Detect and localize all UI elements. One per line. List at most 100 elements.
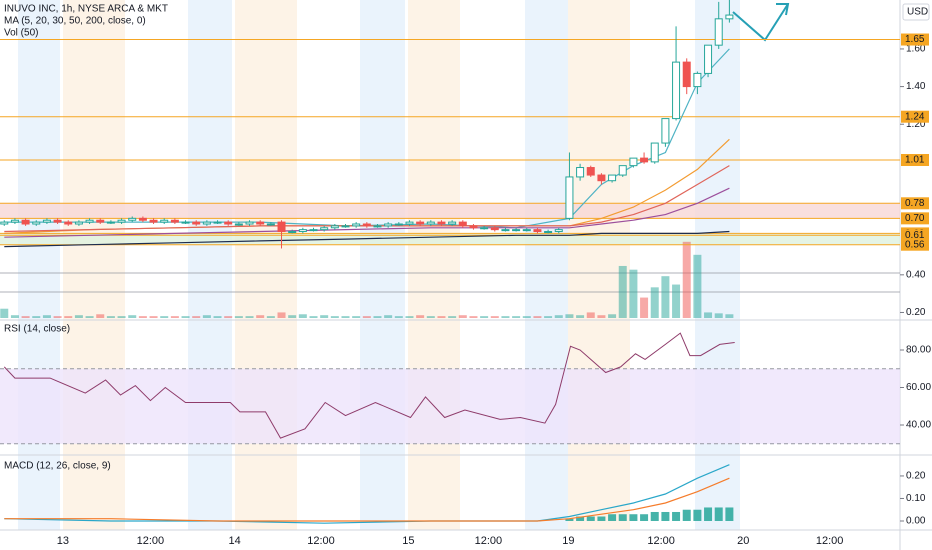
volume-bar	[53, 316, 62, 318]
candle-body	[448, 221, 457, 225]
macd-histogram-bar	[597, 516, 606, 521]
volume-bar	[170, 316, 179, 318]
candle-body	[586, 167, 595, 176]
volume-bar	[640, 297, 649, 318]
x-tick-label: 15	[402, 535, 414, 547]
x-tick-label: 12:00	[647, 535, 675, 547]
candle-body	[544, 231, 553, 234]
currency: USD	[907, 7, 928, 18]
volume-bar	[213, 316, 222, 318]
candle-body	[224, 221, 233, 225]
level-label-box	[901, 238, 929, 251]
volume-bar	[661, 276, 670, 318]
candle-body	[42, 219, 51, 223]
volume-bar	[714, 313, 723, 318]
candle-body	[501, 229, 510, 232]
candle-body	[64, 221, 73, 225]
x-tick-label: 20	[737, 535, 749, 547]
volume-bar	[490, 316, 499, 318]
volume-bar	[64, 316, 73, 318]
volume-bar	[352, 316, 361, 318]
candle-body	[234, 223, 243, 226]
macd-histogram-bar	[704, 507, 713, 521]
volume-bar	[394, 316, 403, 318]
candle-body	[32, 221, 41, 225]
volume-bar	[224, 316, 233, 318]
volume-bar	[544, 316, 553, 318]
volume-bar	[682, 241, 691, 318]
y-tick-label: 0.40	[906, 269, 926, 280]
volume-bar	[458, 315, 467, 318]
macd-histogram-bar	[661, 511, 670, 521]
candle-body	[533, 229, 542, 233]
level-label: 0.78	[905, 198, 925, 209]
y-tick-label: 1.60	[906, 44, 926, 55]
candle-body	[565, 176, 574, 219]
candle-body	[512, 229, 521, 232]
candle-body	[394, 223, 403, 226]
volume-bar	[480, 316, 489, 318]
candle-body	[74, 221, 83, 225]
candle-body	[618, 165, 627, 176]
indicator-legend: Vol (50)	[4, 28, 38, 39]
candle-body	[266, 223, 275, 226]
candle-body	[128, 217, 137, 221]
x-tick-label: 12:00	[307, 535, 335, 547]
candle-body	[160, 219, 169, 223]
volume-bar	[618, 265, 627, 318]
level-label: 1.01	[905, 155, 925, 166]
volume-bar	[181, 316, 190, 318]
candle-body	[170, 219, 179, 223]
volume-bar	[32, 316, 41, 318]
candle-body	[96, 219, 105, 223]
panel-title: MACD (12, 26, close, 9)	[4, 461, 111, 472]
volume-bar	[74, 315, 83, 318]
x-tick-label: 12:00	[137, 535, 165, 547]
candle-body	[650, 142, 659, 163]
volume-bar	[42, 315, 51, 318]
candle-body	[704, 44, 713, 74]
session-shading	[18, 0, 740, 530]
volume-bar	[128, 315, 137, 318]
volume-bar	[266, 316, 275, 318]
candle-body	[640, 157, 649, 163]
volume-bar	[245, 316, 254, 318]
macd-histogram-bar	[565, 518, 574, 521]
candle-body	[10, 219, 19, 223]
macd-histogram-bar	[629, 514, 638, 521]
volume-bar	[448, 316, 457, 318]
candle-body	[682, 61, 691, 88]
x-tick-label: 12:00	[816, 535, 844, 547]
candle-body	[629, 157, 638, 167]
volume-bar	[256, 315, 265, 318]
macd-histogram-bar	[693, 509, 702, 521]
level-label-box	[901, 154, 929, 166]
candle-body	[458, 221, 467, 227]
x-tick-label: 19	[562, 535, 574, 547]
volume-bar	[106, 316, 115, 318]
level-label: 0.70	[905, 213, 925, 224]
candle-body	[554, 229, 563, 233]
candle-body	[202, 221, 211, 225]
volume-bar	[298, 314, 307, 318]
projection-arrow	[732, 3, 789, 42]
level-label: 0.56	[905, 239, 925, 250]
y-tick-label: 0.20	[906, 307, 926, 318]
candle-body	[53, 219, 62, 223]
x-tick-label: 12:00	[475, 535, 503, 547]
candle-body	[192, 221, 201, 225]
y-tick-label: 60.00	[906, 382, 931, 393]
volume-bar	[384, 315, 393, 318]
candle-body	[0, 221, 9, 225]
moving-average	[4, 230, 730, 248]
volume-bar	[149, 316, 158, 318]
candle-body	[352, 223, 361, 227]
moving-average	[4, 165, 730, 233]
volume-bar	[533, 316, 542, 318]
macd-line	[4, 477, 730, 522]
volume-bar	[202, 315, 211, 318]
candle-body	[693, 72, 702, 88]
candle-body	[490, 227, 499, 231]
